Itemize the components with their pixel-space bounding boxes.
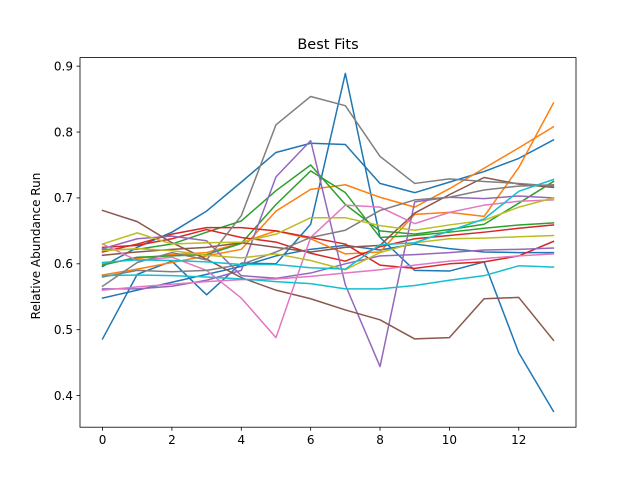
x-tick-label: 2 <box>168 433 176 447</box>
y-tick-label: 0.9 <box>54 59 73 73</box>
series-line-15 <box>101 253 555 291</box>
x-tick-label: 0 <box>99 433 107 447</box>
series-line-12 <box>101 209 555 342</box>
plot-frame <box>79 57 577 428</box>
x-tick-label: 4 <box>237 433 245 447</box>
series-line-7 <box>101 170 555 267</box>
series-line-21 <box>101 265 555 290</box>
y-axis-label: Relative Abundance Run <box>29 173 43 320</box>
series-layer <box>101 72 555 413</box>
x-tick-label: 10 <box>442 433 457 447</box>
series-line-3 <box>101 243 555 299</box>
chart-title: Best Fits <box>297 37 358 53</box>
series-line-14 <box>101 199 555 339</box>
y-tick-label: 0.7 <box>54 191 73 205</box>
x-tick-label: 6 <box>307 433 315 447</box>
series-line-1 <box>101 72 555 413</box>
series-line-2 <box>101 138 555 268</box>
series-line-17 <box>101 183 555 278</box>
series-line-19 <box>101 234 555 271</box>
series-line-20 <box>101 178 555 270</box>
series-line-9 <box>101 226 555 270</box>
series-line-6 <box>101 164 555 251</box>
series-line-10 <box>101 139 555 368</box>
x-tick-label: 12 <box>511 433 526 447</box>
y-tick-label: 0.5 <box>54 323 73 337</box>
y-tick-label: 0.8 <box>54 125 73 139</box>
y-tick-label: 0.4 <box>54 389 73 403</box>
x-tick-label: 8 <box>376 433 384 447</box>
y-tick-label: 0.6 <box>54 257 73 271</box>
series-line-16 <box>101 95 555 288</box>
axes-layer: 0 2 4 6 8 10 12 0.4 0.5 0.6 0.7 0.8 0.9 <box>54 57 577 447</box>
